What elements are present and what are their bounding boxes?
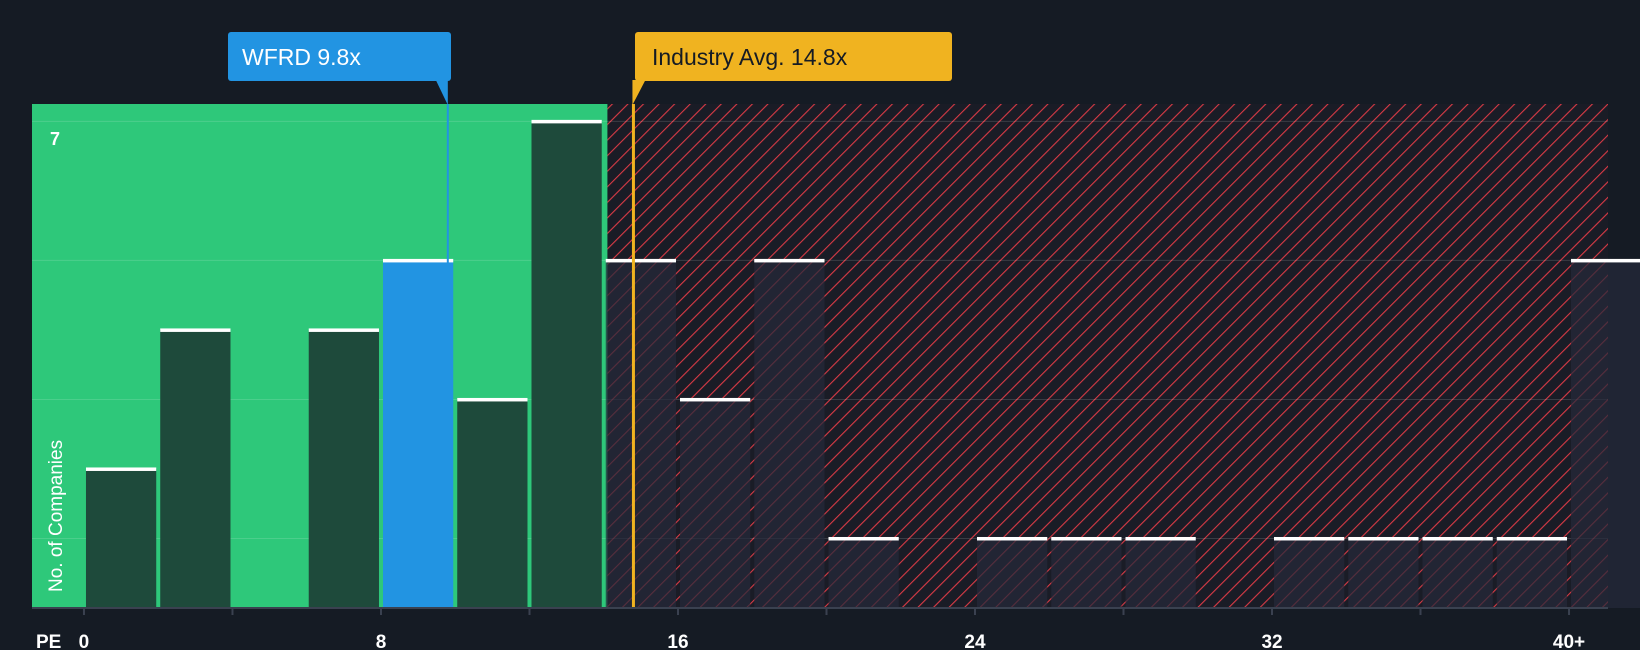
histogram-bar-cap [308, 328, 379, 332]
histogram-bar-cap [977, 536, 1048, 541]
histogram-bar-cap [1348, 536, 1419, 541]
histogram-bar-cap [1422, 536, 1493, 541]
histogram-bar [605, 260, 676, 608]
histogram-bar [754, 260, 825, 608]
histogram-bar-cap [1274, 536, 1345, 541]
company-pe-label: WFRD 9.8x [242, 44, 361, 70]
histogram-bar [382, 260, 454, 608]
histogram-bar [1274, 538, 1345, 608]
histogram-bar [977, 538, 1048, 608]
company-callout-pointer [435, 80, 448, 105]
histogram-bar-cap [85, 467, 157, 471]
x-tick-label: 8 [376, 632, 387, 650]
histogram-bar [1422, 538, 1493, 608]
x-tick-label: 32 [1261, 632, 1282, 650]
x-tick-label: 0 [79, 632, 90, 650]
histogram-bar-cap [1496, 536, 1568, 541]
histogram-bar-cap [457, 397, 528, 402]
histogram-bar [679, 399, 751, 608]
histogram-bar [1496, 538, 1568, 608]
histogram-bar [1571, 260, 1640, 608]
histogram-bar [160, 329, 231, 608]
company-pe-callout [228, 32, 451, 81]
histogram-bar-cap [605, 258, 676, 263]
histogram-bar [1051, 538, 1122, 608]
histogram-bar-cap [679, 397, 751, 402]
y-tick-label: 7 [50, 129, 60, 149]
x-tick-label: 16 [667, 632, 688, 650]
histogram-bar [1348, 538, 1419, 608]
histogram-bar [1125, 538, 1196, 608]
histogram-bar [457, 399, 528, 608]
x-tick-label: 24 [964, 632, 986, 650]
industry-callout-pointer [632, 80, 646, 105]
x-tick-label: 40+ [1553, 632, 1585, 650]
histogram-bar-cap [1571, 258, 1640, 263]
histogram-bar-cap [828, 536, 899, 541]
y-axis-title: No. of Companies [46, 440, 67, 592]
histogram-bar-cap [754, 258, 825, 263]
histogram-bar [531, 121, 602, 609]
histogram-bar [85, 468, 157, 608]
histogram-bar-cap [531, 119, 602, 124]
histogram-bar-cap [160, 328, 231, 332]
histogram-bar [828, 538, 899, 608]
histogram-bar-cap [382, 258, 454, 263]
x-axis-title: PE [36, 632, 61, 650]
histogram-bar [308, 329, 379, 608]
histogram-bar-cap [1125, 536, 1196, 541]
industry-avg-label: Industry Avg. 14.8x [652, 44, 848, 70]
histogram-bar-cap [1051, 536, 1122, 541]
industry-avg-callout [635, 32, 952, 81]
